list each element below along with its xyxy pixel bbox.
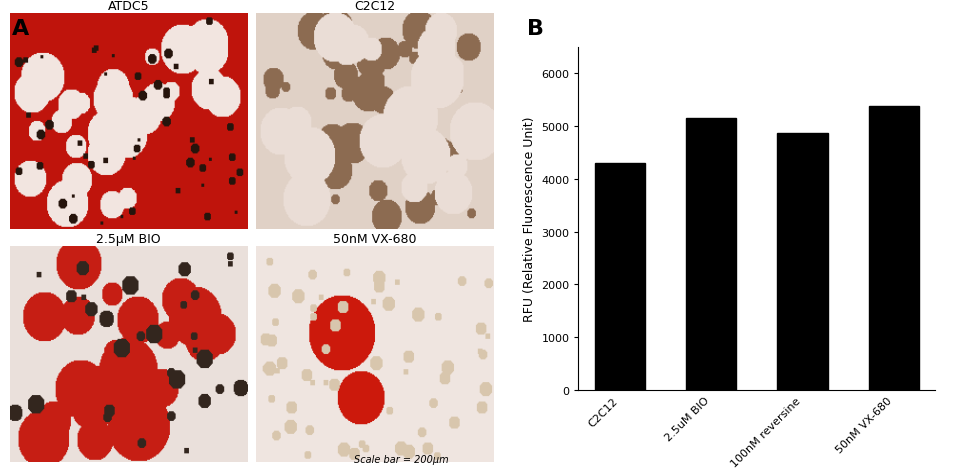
Title: 50nM VX-680: 50nM VX-680 (334, 232, 416, 246)
Bar (595, 164, 645, 390)
Title: C2C12: C2C12 (355, 0, 395, 13)
Title: ATDC5: ATDC5 (107, 0, 149, 13)
Bar (686, 119, 736, 390)
Y-axis label: RFU (Relative Fluorescence Unit): RFU (Relative Fluorescence Unit) (522, 117, 536, 321)
Bar (869, 107, 919, 390)
Text: A: A (12, 19, 29, 39)
Bar (777, 134, 827, 390)
Text: B: B (527, 19, 545, 39)
Title: 2.5μM BIO: 2.5μM BIO (96, 232, 161, 246)
Text: Scale bar = 200μm: Scale bar = 200μm (354, 454, 448, 464)
